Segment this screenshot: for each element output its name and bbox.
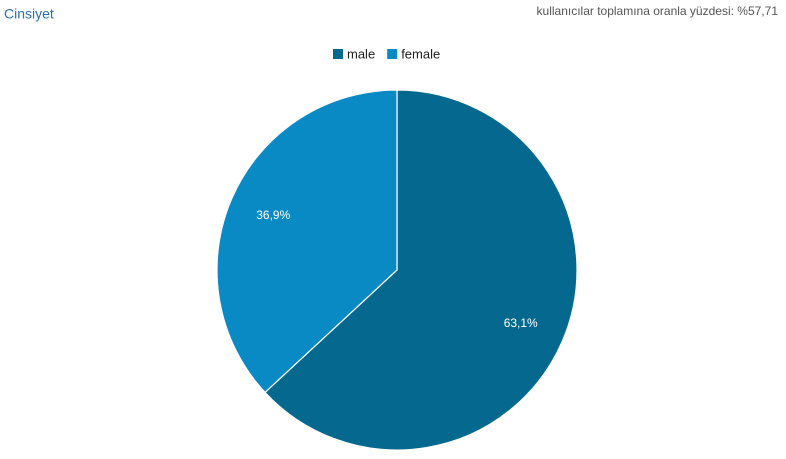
legend-label: male: [347, 46, 375, 61]
legend-swatch: [333, 49, 343, 59]
chart-title: Cinsiyet: [4, 6, 54, 22]
pie-slice: [216, 89, 398, 394]
chart-subtitle: kullanıcılar toplamına oranla yüzdesi: %…: [537, 4, 779, 18]
legend-label: female: [401, 46, 440, 61]
data-label: 36,9%: [256, 208, 290, 222]
legend-swatch: [387, 49, 398, 59]
data-label: 63,1%: [504, 316, 538, 330]
pie-slice: [264, 89, 578, 451]
